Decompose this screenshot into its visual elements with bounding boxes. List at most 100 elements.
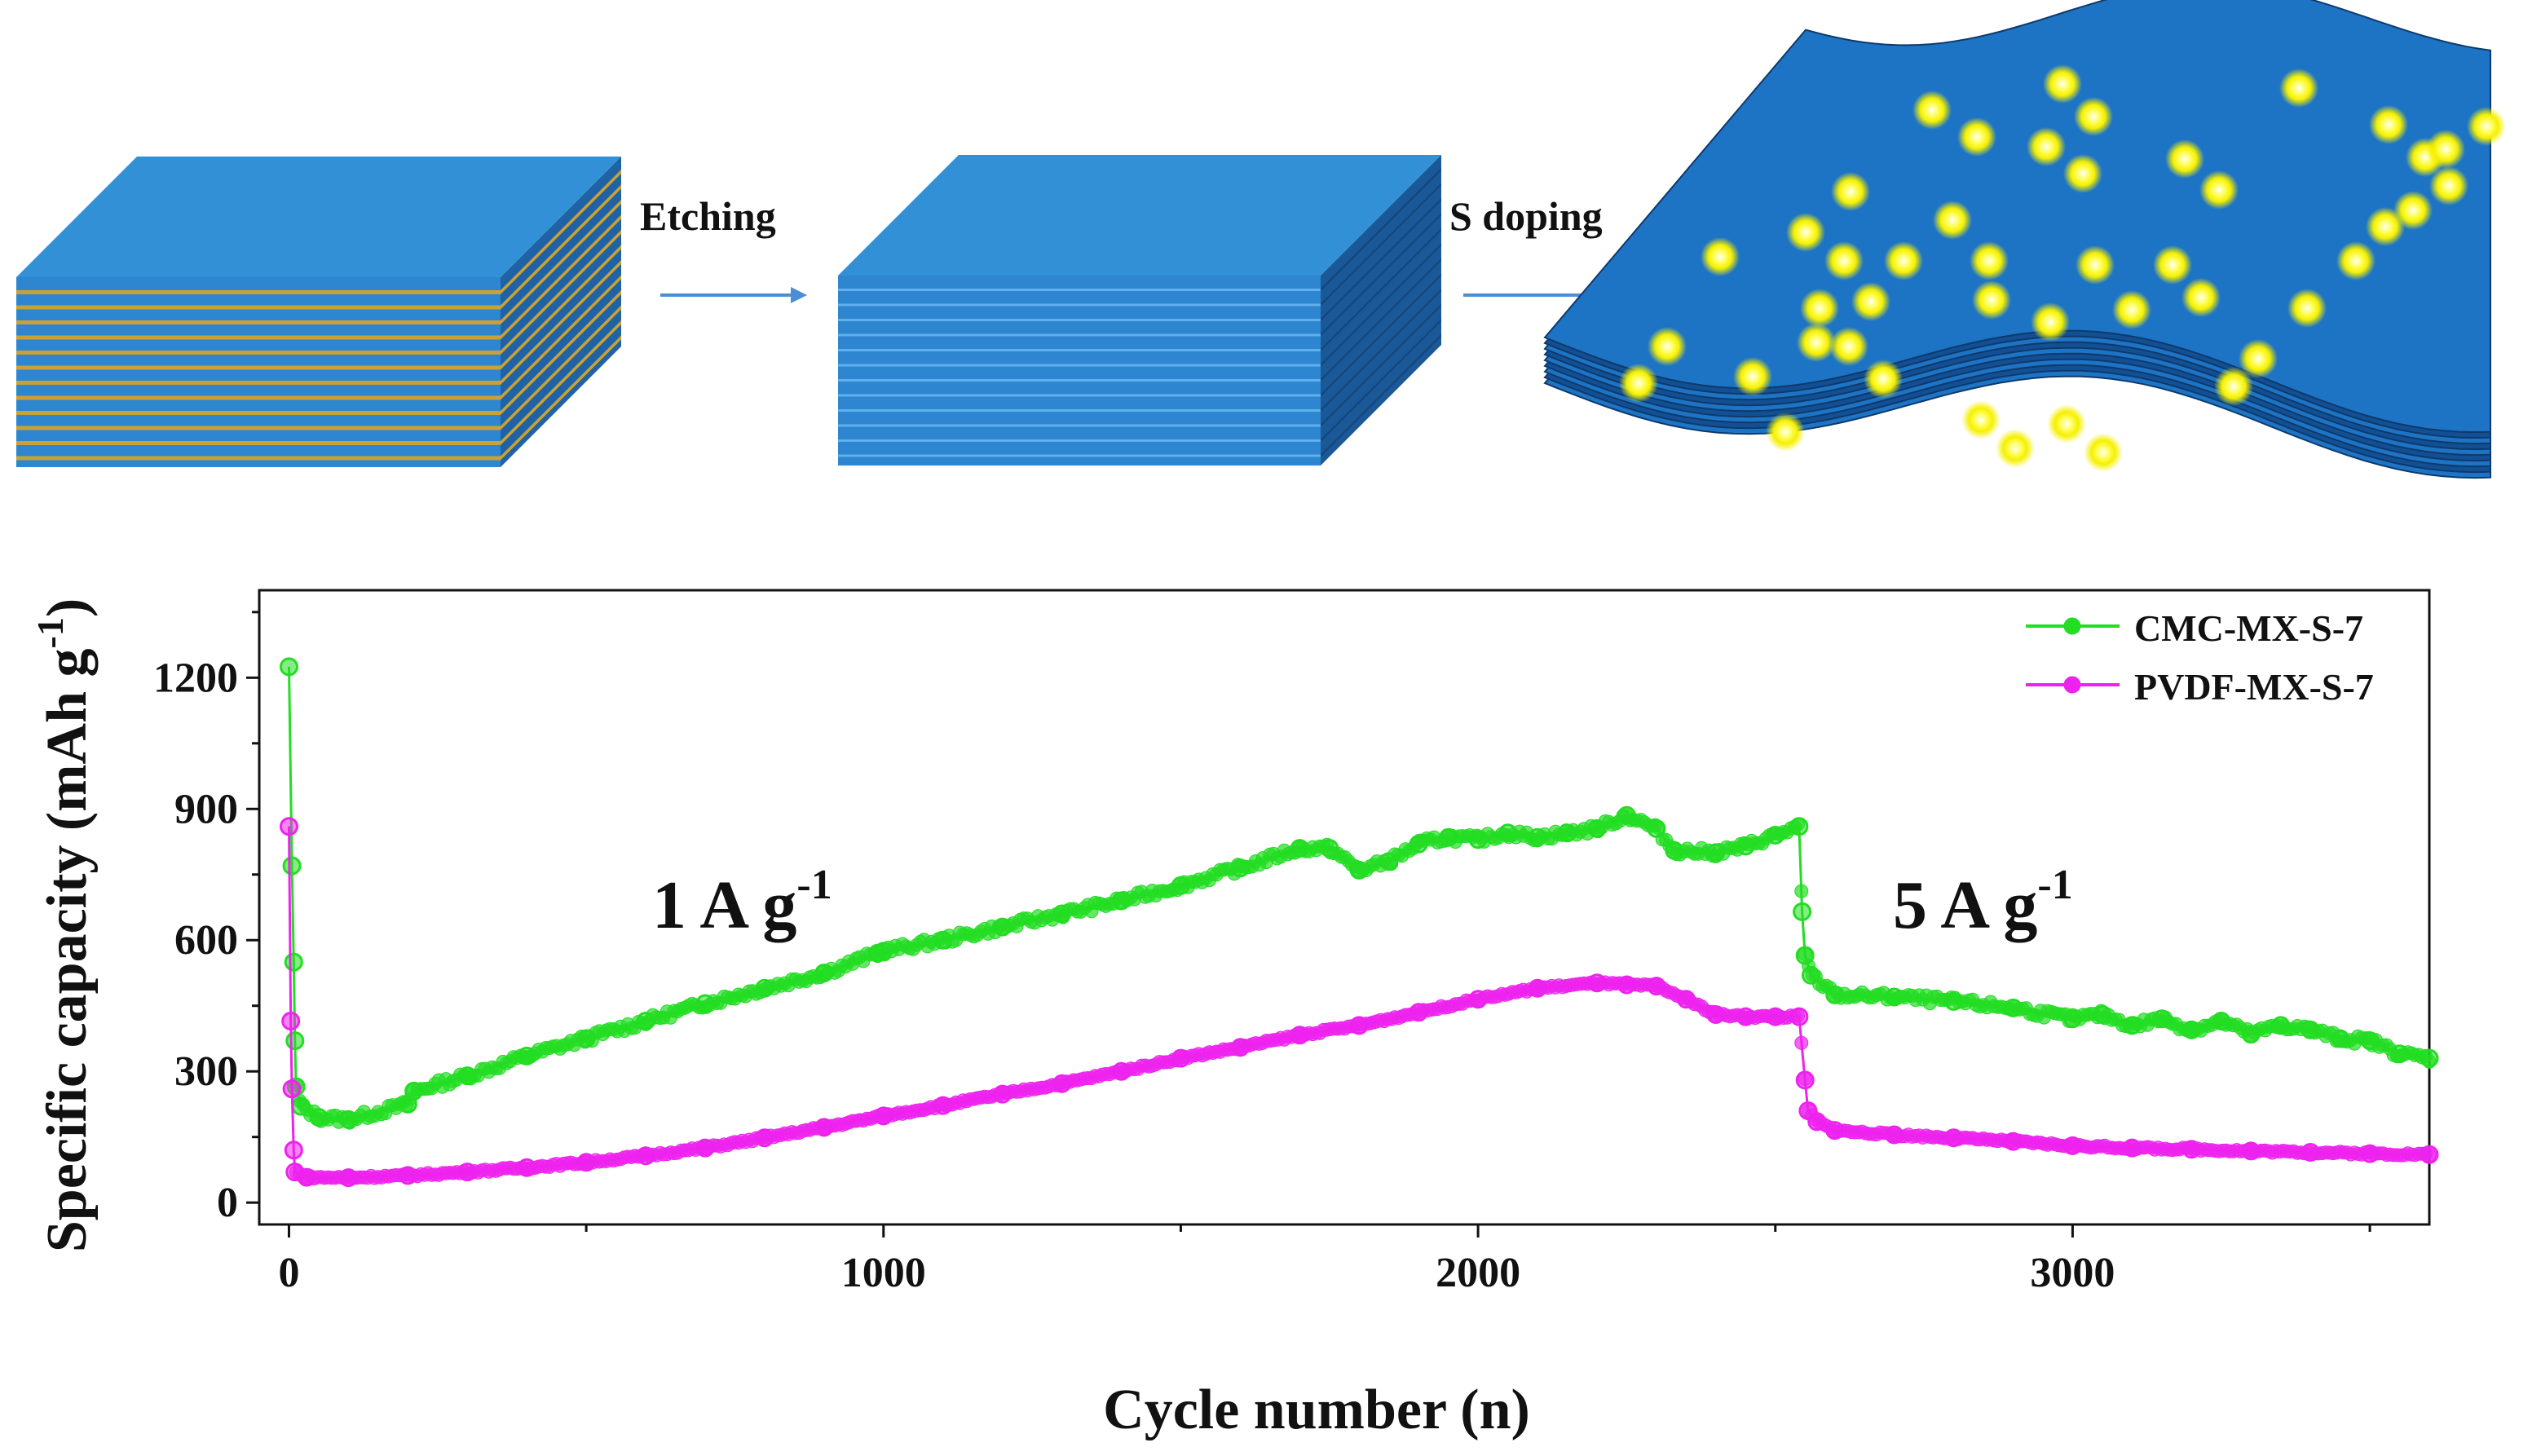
sulfur-dot <box>2076 245 2115 285</box>
wavy-sheets <box>1543 0 2491 479</box>
sulfur-dot <box>2393 191 2433 230</box>
layer-gap-side <box>1321 303 1441 427</box>
annotation-5ag: 5 A g-1 <box>1893 862 2073 943</box>
data-point <box>1944 1128 1963 1148</box>
block2-layer-gaps <box>838 168 1441 457</box>
interlayer-side <box>501 245 621 370</box>
layer-gap-front <box>838 333 1321 337</box>
data-point <box>1409 834 1428 854</box>
data-point <box>2301 1143 2320 1162</box>
data-point <box>2331 1029 2350 1048</box>
data-point <box>1789 817 1809 836</box>
sulfur-dot <box>1957 117 1996 157</box>
data-point <box>1807 1112 1827 1132</box>
interlayer-side <box>501 335 621 461</box>
plot-frame <box>258 589 2431 1226</box>
annotation-1ag-sup: -1 <box>796 862 832 908</box>
data-point <box>1409 1003 1428 1022</box>
sulfur-dot <box>1864 360 1903 399</box>
data-point <box>1528 827 1547 847</box>
sulfur-dot <box>2181 278 2221 317</box>
legend-pvdf-label: PVDF-MX-S-7 <box>2134 666 2374 708</box>
sulfur-dot <box>1733 357 1772 396</box>
data-point <box>2420 1145 2439 1164</box>
data-point <box>1706 843 1726 863</box>
layer-gap-side <box>1321 333 1441 457</box>
sulfur-dot <box>1933 201 1972 240</box>
annotation-1ag-text: 1 A g <box>652 867 796 943</box>
annotation-5ag-sup: -1 <box>2037 862 2072 908</box>
layer-gap-front <box>838 364 1321 367</box>
etching-arrow <box>660 287 807 303</box>
data-point <box>1587 973 1607 993</box>
layer-gap-front <box>838 303 1321 307</box>
layer-gap-side <box>1321 258 1441 382</box>
x-tick-label: 2000 <box>1436 1250 1520 1296</box>
data-point <box>1789 1007 1809 1026</box>
layer-gap-side <box>1321 183 1441 307</box>
data-point <box>2062 1136 2082 1155</box>
data-point <box>1736 1007 1755 1026</box>
data-point <box>695 1138 715 1158</box>
interlayer-front <box>16 456 501 461</box>
data-point <box>2271 1016 2291 1035</box>
sulfur-dot <box>2074 97 2113 136</box>
data-point <box>2152 1009 2172 1029</box>
data-point <box>1766 1007 1785 1026</box>
layer-gap-side <box>1321 289 1441 412</box>
x-tick-label: 3000 <box>2030 1250 2115 1296</box>
block1-top <box>16 157 621 277</box>
y-axis-ticks: 0 300 600 900 1200 <box>153 611 259 1226</box>
data-point <box>1647 818 1666 838</box>
sulfur-dot <box>2426 130 2465 169</box>
x-tick-label: 0 <box>278 1250 299 1296</box>
data-point <box>1379 852 1399 871</box>
data-point <box>2004 998 2023 1017</box>
data-point <box>576 1029 596 1048</box>
data-point <box>755 1128 774 1148</box>
sulfur-dot <box>2199 170 2239 210</box>
data-point <box>1885 987 1904 1007</box>
data-point <box>993 1084 1012 1104</box>
data-point <box>338 1110 358 1129</box>
legend-entry-pvdf: PVDF-MX-S-7 <box>2026 666 2374 708</box>
sulfur-dot <box>2153 245 2192 285</box>
y-tick-label: 0 <box>217 1180 238 1226</box>
sulfur-dot <box>2043 64 2082 104</box>
data-point <box>1112 1061 1131 1081</box>
sulfur-dot <box>2429 166 2468 205</box>
data-point <box>1793 902 1812 921</box>
layer-gap-front <box>838 424 1321 427</box>
interlayer-front <box>16 381 501 385</box>
data-point <box>1468 830 1488 849</box>
data-point <box>636 1146 655 1166</box>
sulfur-dot <box>1912 90 1952 130</box>
data-point <box>874 1106 893 1126</box>
layer-gap-front <box>838 394 1321 397</box>
block2-front <box>838 276 1321 465</box>
data-point <box>1230 1038 1250 1057</box>
layer-gap-front <box>838 454 1321 457</box>
data-point <box>1230 858 1250 878</box>
data-point <box>1944 991 1963 1011</box>
data-point <box>1558 823 1577 843</box>
interlayer-front <box>16 365 501 370</box>
series-marker <box>1794 884 1809 898</box>
data-point <box>1647 977 1666 996</box>
data-point <box>2181 1020 2201 1039</box>
data-point <box>1736 836 1755 856</box>
interlayer-side <box>501 275 621 400</box>
data-point <box>291 1096 311 1116</box>
sulfur-dot <box>2112 290 2151 329</box>
y-tick-label: 600 <box>174 917 238 964</box>
sulfur-dot <box>1884 241 1923 280</box>
data-point <box>1112 891 1131 911</box>
sulfur-dot <box>1831 172 1870 211</box>
x-tick-label: 1000 <box>841 1250 926 1296</box>
sulfur-dot <box>2467 107 2506 146</box>
data-point <box>457 1066 477 1086</box>
interlayer-front <box>16 411 501 415</box>
layer-gap-side <box>1321 273 1441 397</box>
data-point <box>2181 1140 2201 1159</box>
